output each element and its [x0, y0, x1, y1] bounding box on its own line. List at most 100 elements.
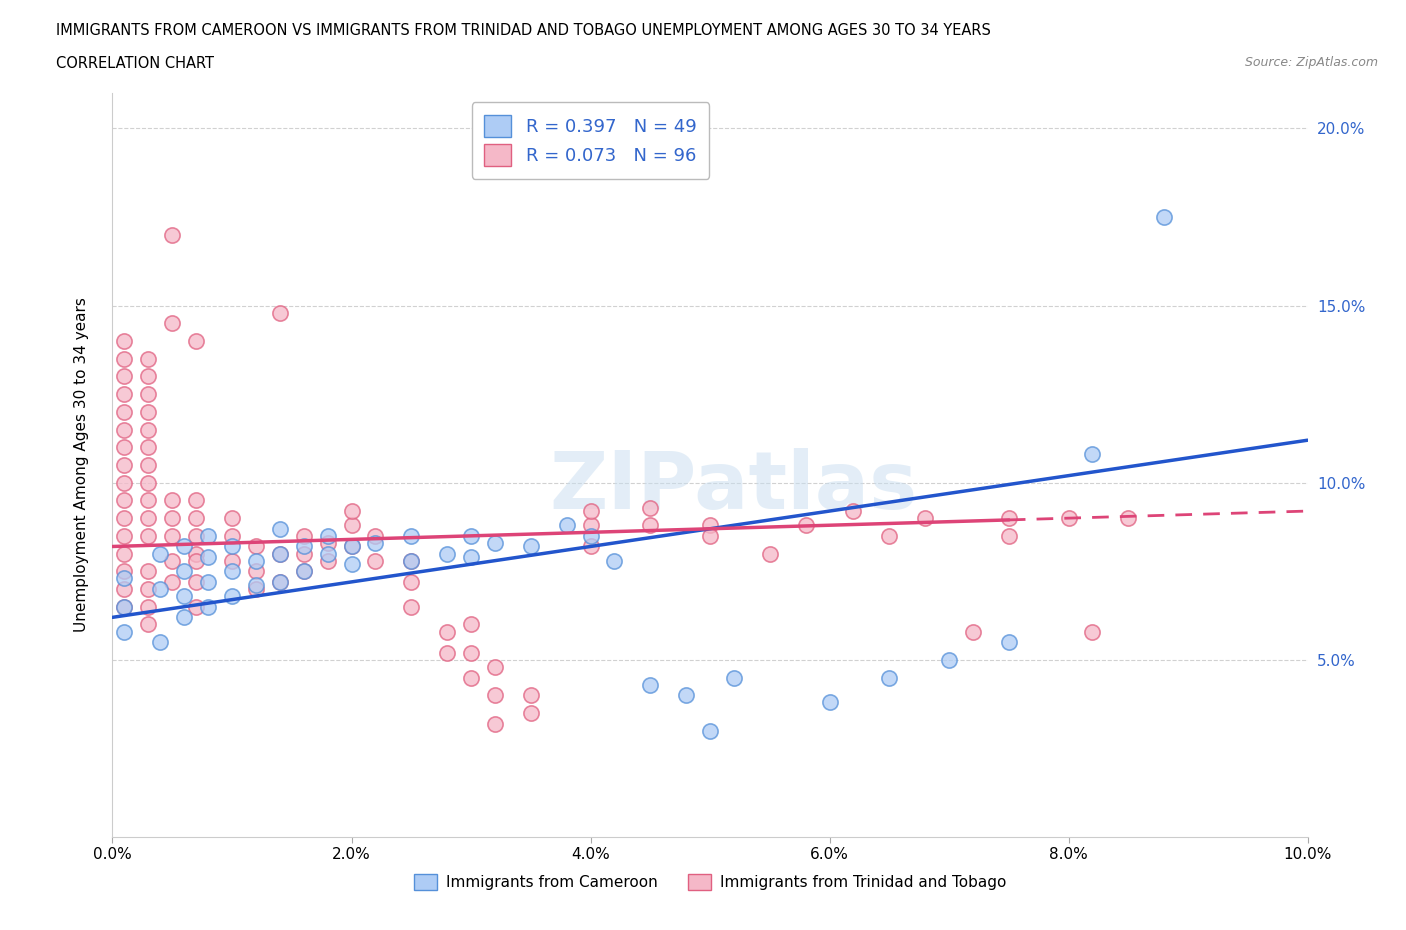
Point [520, 706, 543, 721]
Point [340, 518, 363, 533]
Point [340, 539, 363, 554]
Point [138, 440, 160, 455]
Point [138, 528, 160, 543]
Point [484, 536, 506, 551]
Point [186, 334, 208, 349]
Point [173, 564, 195, 578]
Point [186, 575, 208, 590]
Point [962, 624, 984, 639]
Point [364, 553, 387, 568]
Point [998, 511, 1021, 525]
Point [245, 553, 267, 568]
Point [292, 564, 315, 578]
Point [221, 553, 243, 568]
Point [292, 546, 315, 561]
Point [484, 659, 506, 674]
Point [245, 581, 267, 596]
Point [460, 617, 482, 631]
Point [186, 553, 208, 568]
Point [484, 716, 506, 731]
Point [879, 528, 901, 543]
Point [245, 578, 267, 593]
Point [114, 599, 135, 614]
Point [197, 575, 219, 590]
Text: CORRELATION CHART: CORRELATION CHART [56, 56, 214, 71]
Point [114, 571, 135, 586]
Point [579, 528, 602, 543]
Point [149, 634, 172, 649]
Point [186, 493, 208, 508]
Point [1118, 511, 1140, 525]
Point [114, 511, 135, 525]
Point [138, 617, 160, 631]
Text: Source: ZipAtlas.com: Source: ZipAtlas.com [1244, 56, 1378, 69]
Point [186, 528, 208, 543]
Point [138, 511, 160, 525]
Point [162, 575, 183, 590]
Point [699, 528, 721, 543]
Point [162, 511, 183, 525]
Point [221, 528, 243, 543]
Text: ZIPatlas: ZIPatlas [550, 448, 918, 526]
Point [579, 518, 602, 533]
Point [269, 546, 291, 561]
Point [555, 518, 578, 533]
Point [879, 671, 901, 685]
Legend: Immigrants from Cameroon, Immigrants from Trinidad and Tobago: Immigrants from Cameroon, Immigrants fro… [408, 868, 1012, 897]
Point [316, 546, 339, 561]
Point [640, 518, 662, 533]
Point [138, 387, 160, 402]
Point [842, 504, 865, 519]
Point [723, 671, 745, 685]
Point [114, 599, 135, 614]
Point [114, 334, 135, 349]
Point [138, 475, 160, 490]
Point [794, 518, 817, 533]
Point [364, 536, 387, 551]
Point [436, 624, 458, 639]
Point [162, 553, 183, 568]
Point [340, 539, 363, 554]
Point [186, 546, 208, 561]
Point [938, 653, 960, 668]
Y-axis label: Unemployment Among Ages 30 to 34 years: Unemployment Among Ages 30 to 34 years [75, 298, 89, 632]
Point [114, 581, 135, 596]
Point [520, 539, 543, 554]
Point [699, 518, 721, 533]
Point [162, 227, 183, 242]
Point [460, 550, 482, 565]
Point [316, 536, 339, 551]
Point [162, 528, 183, 543]
Point [114, 564, 135, 578]
Point [292, 539, 315, 554]
Point [401, 599, 423, 614]
Point [186, 599, 208, 614]
Point [269, 305, 291, 320]
Point [759, 546, 782, 561]
Text: IMMIGRANTS FROM CAMEROON VS IMMIGRANTS FROM TRINIDAD AND TOBAGO UNEMPLOYMENT AMO: IMMIGRANTS FROM CAMEROON VS IMMIGRANTS F… [56, 23, 991, 38]
Point [114, 475, 135, 490]
Point [292, 528, 315, 543]
Point [114, 387, 135, 402]
Point [138, 493, 160, 508]
Point [818, 695, 841, 710]
Point [484, 688, 506, 703]
Point [162, 316, 183, 331]
Point [364, 528, 387, 543]
Point [138, 564, 160, 578]
Point [149, 581, 172, 596]
Point [114, 458, 135, 472]
Point [675, 688, 697, 703]
Point [114, 493, 135, 508]
Point [640, 677, 662, 692]
Point [114, 352, 135, 366]
Point [138, 405, 160, 419]
Point [998, 634, 1021, 649]
Point [221, 539, 243, 554]
Point [914, 511, 936, 525]
Point [640, 500, 662, 515]
Point [197, 599, 219, 614]
Point [138, 458, 160, 472]
Point [138, 599, 160, 614]
Point [316, 553, 339, 568]
